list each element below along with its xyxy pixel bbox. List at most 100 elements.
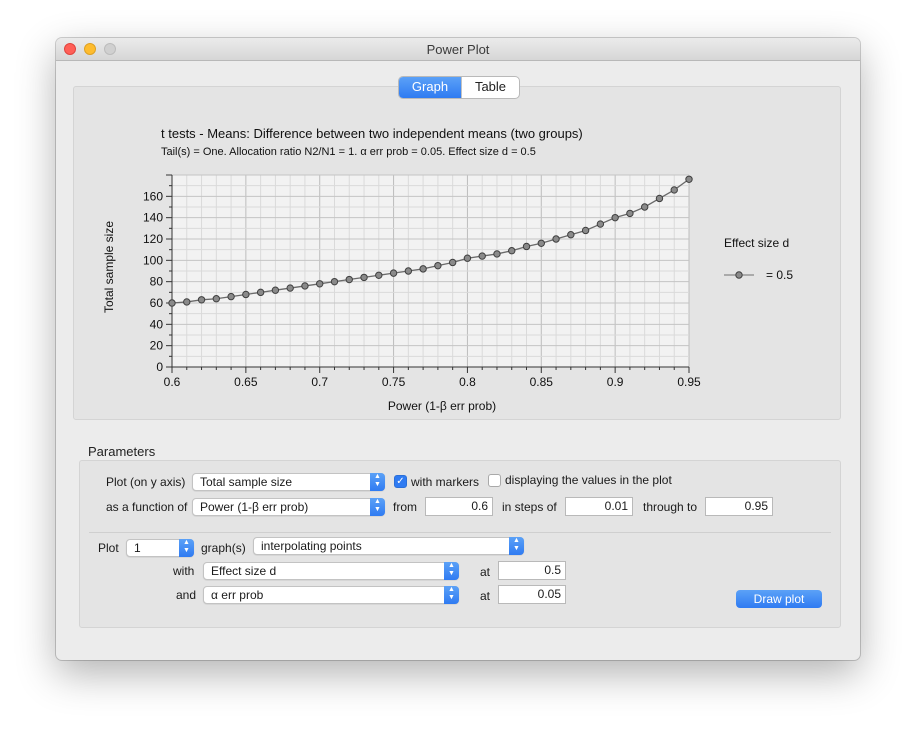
data-point [537,239,545,247]
popup-arrows-icon: ▲ ▼ [444,586,459,604]
power-plot-chart: 0 20 40 60 80 100 120 140 160 0.6 0.65 0.7 0.75 0.8 0.… [102,126,793,413]
function-of-value: Power (1-β err prob) [200,500,309,514]
legend-marker [735,271,743,279]
data-point [419,265,427,273]
data-point [448,258,457,267]
x-tick-label: 0.8 [459,375,476,389]
with-markers-checkbox[interactable]: ✓ [394,475,407,488]
minimize-window-button[interactable] [84,43,96,55]
data-point [434,261,442,270]
legend-title: Effect size d [724,236,789,250]
data-point [404,267,413,275]
x-tick-label: 0.95 [677,375,701,389]
with-markers-label: with markers [411,475,480,489]
data-point [271,286,280,294]
data-point [670,186,678,194]
data-point [626,209,634,218]
data-point [168,299,176,307]
x-tick-label: 0.6 [164,375,181,389]
draw-plot-button[interactable]: Draw plot [736,590,822,608]
x-tick-label: 0.7 [311,375,328,389]
data-point [685,175,693,183]
y-tick-label: 20 [150,339,164,353]
y-tick-label: 60 [150,296,164,310]
and-at-field[interactable]: 0.05 [498,585,566,604]
y-tick-label: 160 [143,189,163,203]
data-point [212,295,221,303]
through-field[interactable]: 0.95 [705,497,773,516]
and-at-label: at [480,589,491,603]
with-parameter-popup[interactable]: Effect size d ▲ ▼ [203,562,459,580]
with-parameter-value: Effect size d [211,564,277,578]
data-point [655,194,664,203]
from-label: from [393,500,417,514]
and-parameter-popup[interactable]: α err prob ▲ ▼ [203,586,459,604]
popup-arrows-icon: ▲ ▼ [370,498,385,516]
popup-arrows-icon: ▲ ▼ [509,537,524,555]
y-tick-label: 40 [150,317,164,331]
plot-y-axis-label: Plot (on y axis) [106,475,186,489]
data-point [375,271,383,279]
plot-count-label: Plot [98,541,119,555]
from-field[interactable]: 0.6 [425,497,493,516]
data-point [581,226,590,235]
data-point [360,273,368,282]
window-title: Power Plot [426,42,490,57]
with-at-label: at [480,565,491,579]
zoom-window-button[interactable] [104,43,116,55]
data-point [301,282,309,290]
data-point [508,247,516,255]
function-of-popup[interactable]: Power (1-β err prob) ▲ ▼ [192,498,385,516]
data-point [463,254,472,262]
data-point [596,220,605,228]
data-point [316,280,324,288]
plot-y-axis-popup[interactable]: Total sample size ▲ ▼ [192,473,385,491]
data-point [256,288,265,297]
display-values-checkbox[interactable] [488,474,501,487]
data-point [242,290,250,299]
y-axis-label: Total sample size [102,221,116,313]
data-point [493,250,501,258]
function-of-label: as a function of [106,500,188,514]
steps-field[interactable]: 0.01 [565,497,633,516]
data-point [611,213,619,222]
separator [89,532,831,533]
x-axis-label: Power (1-β err prob) [388,399,496,413]
data-point [640,203,649,211]
y-tick-label: 100 [143,253,163,267]
data-point [197,296,206,304]
x-tick-label: 0.75 [382,375,406,389]
graphs-mode-popup[interactable]: interpolating points ▲ ▼ [253,537,524,555]
data-point [286,284,294,292]
and-label: and [176,588,197,602]
data-point [522,242,531,251]
chart-subtitle: Tail(s) = One. Allocation ratio N2/N1 = … [161,146,536,158]
close-window-button[interactable] [64,43,76,55]
plot-count-popup[interactable]: 1 ▲ ▼ [126,539,194,557]
data-point [389,269,398,277]
steps-label: in steps of [502,500,557,514]
parameters-heading: Parameters [88,444,156,459]
y-tick-label: 80 [150,275,164,289]
data-point [227,292,235,301]
data-point [552,235,560,243]
data-point [345,275,353,284]
view-segmented-control: Graph Table [398,76,520,99]
graphs-mode-value: interpolating points [261,539,362,553]
with-at-field[interactable]: 0.5 [498,561,566,580]
data-point [478,252,486,260]
data-point [567,231,575,239]
plot-y-axis-value: Total sample size [200,475,293,489]
legend-series-label: = 0.5 [766,268,793,282]
popup-arrows-icon: ▲ ▼ [179,539,194,557]
x-tick-label: 0.9 [607,375,624,389]
tab-graph[interactable]: Graph [399,77,461,98]
graphs-label: graph(s) [201,541,246,555]
data-point [330,277,339,286]
axes: 0 20 40 60 80 100 120 140 160 0.6 0.65 0.7 0.75 0.8 0.… [143,174,701,389]
through-label: through to [643,500,698,514]
tab-table[interactable]: Table [461,77,519,98]
title-bar[interactable]: Power Plot [56,38,860,61]
graph-panel: 0 20 40 60 80 100 120 140 160 0.6 0.65 0.7 0.75 0.8 0.… [73,86,841,420]
x-tick-label: 0.65 [234,375,258,389]
